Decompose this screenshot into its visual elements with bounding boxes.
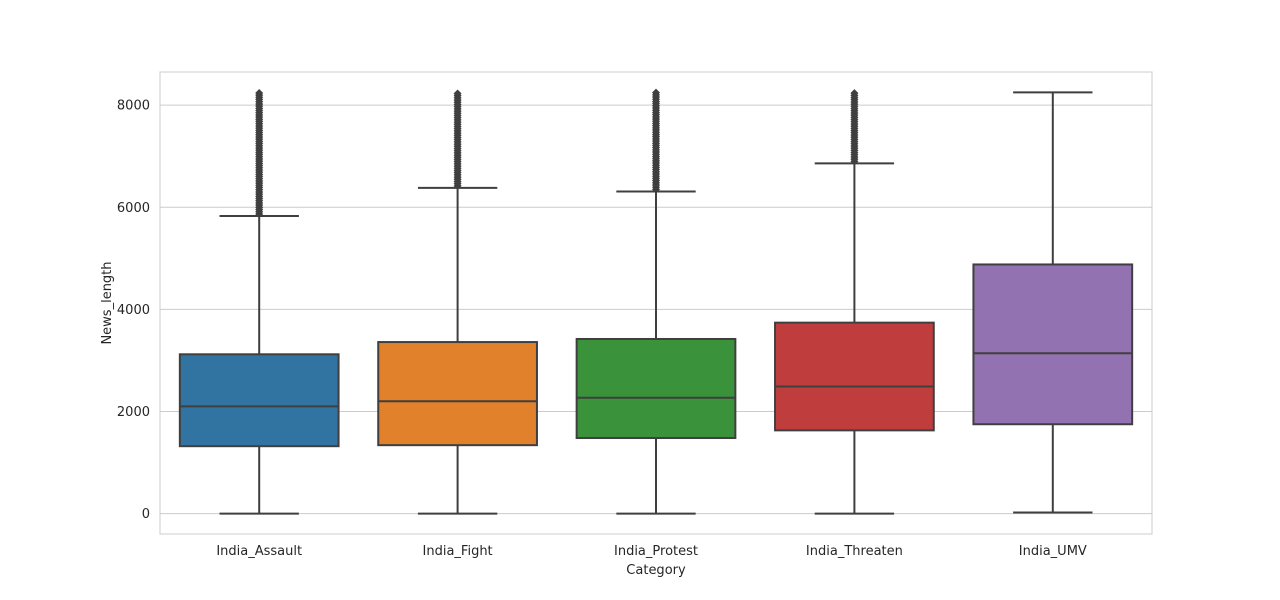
y-axis-ticks: 0 2000 4000 6000 8000 — [117, 99, 150, 522]
outliers — [255, 88, 264, 218]
outliers — [453, 89, 462, 190]
y-tick-label: 0 — [142, 507, 150, 522]
box-India_Fight — [377, 89, 538, 515]
x-tick-label: India_Assault — [216, 544, 302, 559]
x-axis-label: Category — [626, 563, 686, 578]
box-India_Threaten — [774, 89, 935, 515]
outlier-point — [652, 88, 660, 97]
outlier-point — [850, 89, 859, 98]
y-tick-label: 2000 — [117, 405, 150, 420]
iqr-box — [575, 337, 737, 440]
x-tick-label: India_UMV — [1019, 544, 1087, 559]
iqr-box — [774, 321, 935, 432]
x-axis-ticks: India_Assault India_Fight India_Protest Ind… — [216, 544, 1087, 559]
outliers — [850, 89, 859, 166]
outliers — [652, 88, 660, 194]
box-India_Protest — [575, 88, 737, 515]
x-tick-label: India_Protest — [614, 544, 698, 559]
iqr-box — [972, 263, 1134, 426]
x-tick-label: India_Threaten — [806, 544, 903, 559]
outlier-point — [255, 88, 264, 97]
outlier-point — [453, 89, 462, 98]
y-tick-label: 8000 — [117, 99, 150, 114]
box-India_Assault — [178, 88, 340, 515]
y-axis-label: News_length — [100, 261, 115, 344]
y-tick-label: 6000 — [117, 201, 150, 216]
box-India_UMV — [972, 91, 1134, 514]
iqr-box — [178, 353, 340, 448]
x-tick-label: India_Fight — [423, 544, 493, 559]
y-tick-label: 4000 — [117, 303, 150, 318]
boxes-group — [178, 88, 1134, 515]
iqr-box — [377, 341, 538, 447]
